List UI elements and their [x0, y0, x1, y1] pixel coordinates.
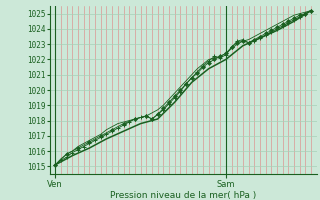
X-axis label: Pression niveau de la mer( hPa ): Pression niveau de la mer( hPa ) [110, 191, 256, 200]
